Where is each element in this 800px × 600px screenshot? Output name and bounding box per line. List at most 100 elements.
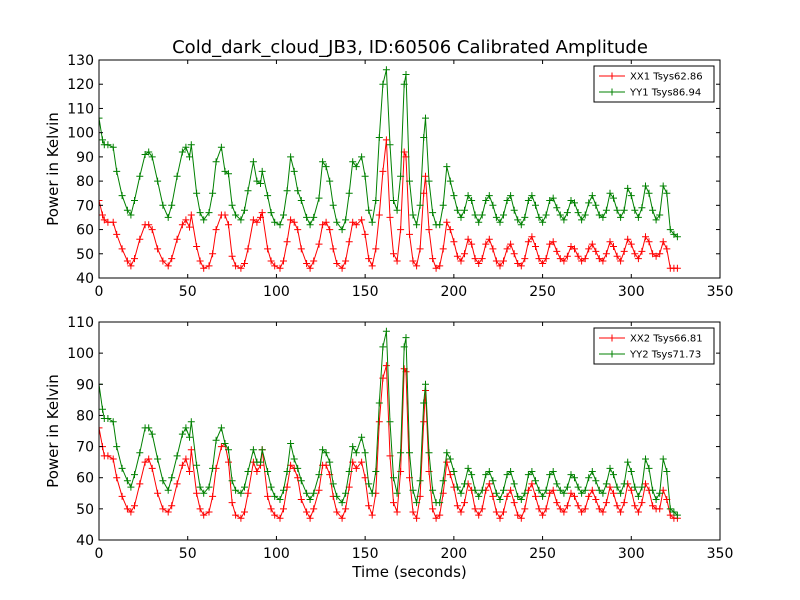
top-series-0-point: [241, 260, 248, 267]
top-series-0-point: [280, 257, 287, 265]
bottom-series-0-point: [556, 505, 564, 513]
top-series-0-point: [297, 245, 305, 253]
bottom-series-0-point: [436, 511, 444, 519]
bottom-x-tick-label: 0: [95, 546, 104, 562]
bottom-series-1-point: [333, 492, 341, 500]
bottom-series-1-point: [99, 405, 106, 413]
top-series-0-point: [581, 255, 589, 263]
bottom-axes-frame: [98, 321, 721, 541]
top-series-1-point: [168, 201, 176, 209]
bottom-series-0-point: [627, 486, 635, 494]
bottom-series-1-point: [264, 468, 272, 475]
top-series-0-point: [342, 257, 350, 265]
top-series-1-point: [450, 192, 458, 200]
bottom-series-1-point: [489, 477, 497, 485]
top-series-1-point: [581, 211, 589, 219]
top-series-1-point: [443, 163, 451, 171]
top-series-0-point: [258, 209, 266, 217]
top-series-0-point: [549, 238, 557, 246]
top-series-0-point: [306, 264, 314, 272]
bottom-series-0-point: [267, 505, 275, 513]
top-series-1-point: [610, 194, 617, 202]
top-series-1-point: [556, 211, 564, 219]
bottom-series-0-point: [631, 502, 639, 510]
bottom-series-0-point: [492, 508, 500, 516]
bottom-series-1-point: [446, 455, 454, 463]
bottom-series-1-point: [187, 418, 195, 426]
bottom-series-1-point: [528, 468, 536, 475]
bottom-series-0-point: [168, 502, 176, 510]
bottom-series-1-point: [606, 464, 614, 472]
bottom-series-1-point: [386, 418, 394, 426]
bottom-series-1-point: [306, 496, 314, 503]
top-series-0-point: [503, 245, 511, 253]
top-series-1-point: [196, 209, 204, 217]
bottom-series-1-point: [468, 471, 476, 479]
top-series-0-point: [475, 260, 483, 267]
top-y-tick-label: 70: [76, 198, 94, 214]
top-axes-frame: [98, 59, 721, 279]
top-series-0-point: [361, 230, 369, 238]
bottom-series-1-point: [109, 418, 117, 426]
bottom-series-1-point: [620, 480, 628, 488]
bottom-series-0-point: [209, 492, 217, 500]
bottom-series-0-point: [517, 514, 525, 522]
bottom-series-0-point: [620, 499, 628, 507]
top-series-0-point: [329, 245, 337, 253]
bottom-series-0-point: [99, 424, 103, 432]
top-series-0-point: [578, 257, 586, 265]
bottom-series-0-point: [496, 514, 504, 522]
top-y-tick-label: 130: [67, 53, 94, 69]
bottom-series-0-point: [244, 489, 252, 497]
bottom-series-0-point: [297, 496, 305, 503]
bottom-series-1-point: [205, 483, 213, 491]
bottom-series-0-point: [581, 505, 589, 513]
top-series-0-point: [439, 245, 447, 253]
top-series-1-point: [503, 197, 511, 204]
top-series-0-point: [429, 255, 437, 263]
bottom-series-1-point: [319, 446, 327, 454]
top-series-1-point: [666, 226, 674, 234]
top-series-1-point: [319, 158, 327, 166]
top-series-1-point: [620, 206, 628, 214]
top-series-0-point: [588, 240, 596, 248]
bottom-series-0-point: [271, 511, 279, 519]
bottom-series-1-point: [315, 471, 323, 479]
bottom-series-1-point: [556, 486, 564, 494]
top-series-0-point: [168, 255, 176, 263]
top-series-0-point: [450, 238, 458, 246]
bottom-series-0-point: [457, 508, 465, 516]
bottom-series-0-point: [368, 511, 376, 519]
top-series-0-point: [613, 252, 621, 260]
top-series-0-point: [99, 197, 103, 204]
bottom-series-1-point: [397, 449, 405, 457]
bottom-series-0-point: [205, 508, 213, 516]
top-series-0-point: [345, 238, 353, 246]
top-series-0-point: [413, 262, 421, 270]
bottom-series-0-point: [352, 464, 360, 472]
top-series-0-point: [507, 240, 515, 248]
bottom-series-1-point: [592, 477, 600, 485]
bottom-series-1-point: [613, 483, 621, 491]
bottom-series-1-point: [406, 449, 413, 457]
top-series-0-point: [303, 260, 311, 267]
top-series-0-point: [173, 235, 181, 243]
bottom-series-1-point: [624, 458, 632, 466]
bottom-series-0-point: [390, 499, 397, 507]
bottom-series-1-point: [164, 486, 172, 494]
top-series-1-point: [585, 199, 593, 207]
bottom-series-1-point: [290, 455, 298, 463]
bottom-series-0-point: [613, 502, 621, 510]
bottom-series-1-point: [574, 483, 582, 491]
bottom-series-0-point: [217, 443, 225, 451]
top-series-0-point: [145, 221, 153, 229]
top-series-0-point: [563, 252, 571, 260]
bottom-series-1-point: [390, 474, 397, 482]
top-series-1-point: [118, 192, 126, 200]
bottom-series-0-point: [409, 508, 417, 516]
bottom-series-1-point: [329, 480, 337, 488]
top-series-1-point: [553, 204, 561, 212]
top-series-0-point: [212, 226, 220, 234]
bottom-series-0-point: [200, 511, 208, 519]
top-series-1-point: [127, 211, 135, 219]
